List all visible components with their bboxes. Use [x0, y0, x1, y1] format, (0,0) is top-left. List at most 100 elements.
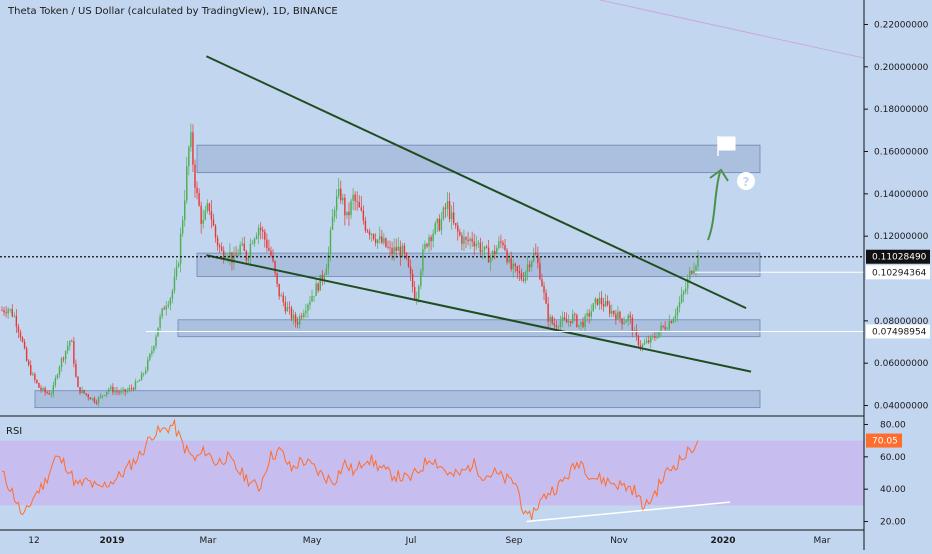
candle-body — [200, 205, 202, 224]
candle-body — [313, 295, 315, 297]
candle-body — [637, 336, 640, 346]
candle-body — [440, 218, 443, 231]
candle-body — [259, 227, 262, 231]
candle-body — [360, 207, 363, 211]
rsi-axis-tick-label: 60.00 — [880, 453, 906, 463]
candle-body — [389, 247, 391, 249]
candle-body — [397, 246, 399, 251]
candle-body — [524, 272, 527, 281]
candle-body — [631, 317, 634, 332]
candle-body — [545, 292, 547, 304]
candle-body — [541, 279, 543, 286]
candle-body — [58, 367, 61, 375]
arrow-head — [709, 168, 729, 182]
candle-body — [140, 373, 143, 381]
candle-body — [85, 393, 87, 395]
candle-body — [286, 307, 289, 312]
candle-body — [676, 307, 679, 315]
candle-body — [379, 236, 381, 240]
candle-body — [444, 207, 447, 209]
candle-body — [30, 364, 32, 375]
candle-body — [110, 386, 112, 390]
candle-body — [167, 304, 170, 307]
candle-body — [652, 336, 654, 338]
candle-body — [578, 324, 580, 327]
rsi-divergence-line[interactable] — [526, 501, 731, 523]
candle-body — [693, 270, 695, 274]
candle-body — [245, 250, 248, 261]
candle-body — [613, 310, 615, 315]
candle-body — [77, 376, 79, 388]
candle-body — [627, 315, 629, 321]
candle-body — [551, 316, 553, 324]
price-axis-tick-label: 0.14000000 — [874, 190, 929, 200]
candle-body — [272, 255, 274, 262]
candle-body — [399, 246, 402, 257]
candle-body — [278, 283, 280, 297]
wedge-trendline[interactable] — [205, 55, 747, 310]
candle-body — [75, 363, 77, 377]
candle-body — [15, 315, 18, 327]
candle-body — [179, 233, 182, 264]
candle-body — [97, 397, 100, 404]
price-axis-highlight-bg — [866, 324, 930, 339]
rsi-current-value: 70.05 — [872, 437, 898, 447]
candle-body — [89, 397, 91, 400]
candle-body — [689, 271, 691, 279]
candle-body — [32, 374, 34, 375]
candle-body — [323, 274, 326, 281]
candle-body — [504, 245, 506, 251]
wedge-trendline[interactable] — [206, 254, 752, 373]
candle-body — [50, 394, 52, 395]
rsi-line[interactable] — [1, 418, 699, 520]
candle-body — [393, 247, 395, 255]
candle-body — [13, 315, 16, 317]
candle-body — [204, 210, 206, 220]
candle-body — [586, 313, 588, 317]
candle-body — [354, 194, 356, 202]
candle-body — [159, 316, 161, 328]
candle-body — [512, 263, 514, 270]
candle-body — [520, 273, 523, 280]
candle-body — [475, 243, 477, 247]
candle-body — [290, 307, 293, 319]
time-axis-tick-label: Sep — [506, 536, 523, 546]
rsi-label: RSI — [6, 426, 22, 437]
candle-body — [247, 257, 250, 261]
candle-body — [235, 254, 237, 256]
candle-body — [23, 341, 26, 349]
candle-body — [130, 387, 133, 389]
candle-body — [79, 387, 81, 393]
candle-body — [518, 271, 521, 274]
candle-body — [619, 311, 621, 319]
candle-body — [149, 353, 151, 360]
candle-body — [356, 201, 358, 203]
candle-body — [212, 219, 215, 226]
candle-body — [401, 245, 404, 257]
candle-body — [633, 330, 636, 332]
candle-body — [38, 383, 40, 388]
candle-body — [81, 389, 83, 393]
candle-body — [36, 379, 38, 384]
candle-body — [508, 258, 510, 263]
candle-body — [416, 298, 418, 300]
candle-body — [635, 330, 638, 337]
candle-body — [101, 395, 104, 397]
candle-body — [691, 271, 693, 274]
candle-body — [132, 388, 135, 390]
candle-body — [157, 327, 159, 337]
candle-body — [257, 227, 260, 236]
candle-body — [438, 218, 441, 231]
candle-body — [658, 331, 660, 338]
flag-cloth — [717, 136, 736, 151]
candle-body — [186, 166, 188, 201]
price-axis[interactable]: 0.22000000 0.20000000 0.18000000 0.16000000… — [864, 20, 930, 412]
candle-body — [428, 237, 430, 247]
candle-body — [526, 264, 529, 273]
candle-body — [40, 387, 42, 391]
time-axis[interactable]: 12 2019 Mar May Jul Sep Nov 2020 Mar — [0, 529, 864, 546]
rsi-axis[interactable]: 80.00 60.00 40.00 20.00 70.05 — [864, 420, 906, 528]
candle-body — [553, 323, 555, 326]
candle-body — [697, 255, 699, 267]
